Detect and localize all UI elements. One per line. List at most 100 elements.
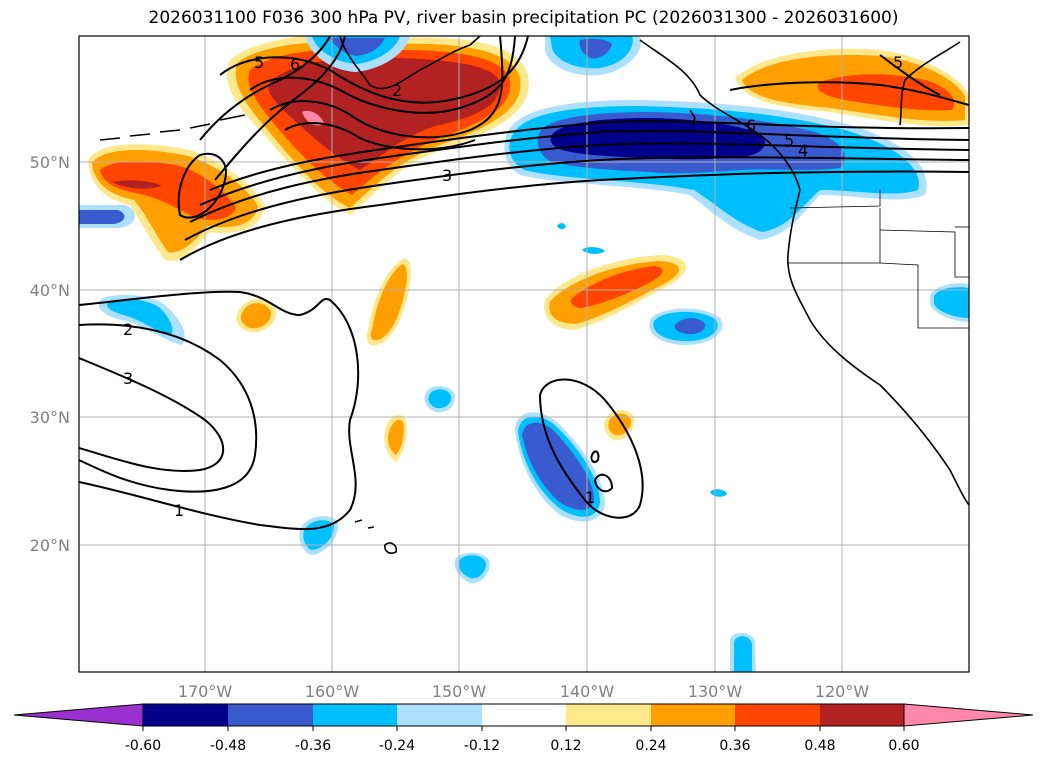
lon-label-150w: 150°W [432, 682, 487, 701]
pv-contour-jet-5 [209, 120, 969, 191]
colorbar-bin-3 [313, 704, 397, 726]
colorbar-tick-2: -0.48 [210, 738, 246, 754]
pv-contour-central-loop [538, 378, 644, 519]
pv-contour-west-3 [79, 357, 225, 472]
contour-label-5-ne: 5 [784, 131, 794, 150]
pv-contour-ridge-3 [269, 36, 504, 139]
colorbar-tick-marks [142, 726, 905, 731]
positive-blob-155w-inner [370, 264, 407, 341]
contour-label-6-ne: 6 [746, 116, 756, 135]
colorbar-tick-4: -0.24 [379, 738, 415, 754]
negative-blob-130w-south-inner [734, 636, 752, 672]
colorbar-bin-6 [566, 704, 651, 726]
pv-contour-central-inner [590, 450, 614, 493]
positive-region-nw-darkred [268, 57, 500, 170]
state-borders [788, 190, 969, 329]
lat-label-50n: 50°N [30, 153, 70, 172]
colorbar-lower-extension [13, 703, 144, 727]
contour-label-2-w: 2 [123, 320, 133, 339]
pv-contour-jet-2 [184, 156, 969, 241]
hawaii-island-1 [384, 542, 398, 554]
lat-label-20n: 20°N [30, 536, 70, 555]
colorbar-tick-10: 0.60 [888, 738, 919, 754]
pv-contour-ne-arc [729, 81, 969, 106]
positive-blob-170w-inner [240, 303, 272, 329]
coastlines [99, 36, 969, 554]
map-title: 2026031100 F036 300 hPa PV, river basin … [148, 8, 899, 28]
contour-label-1-sw: 1 [174, 501, 184, 520]
pv-contour-jet-1 [179, 170, 969, 261]
hawaii-island-2 [354, 519, 375, 529]
lon-label-170w: 170°W [178, 682, 233, 701]
pv-contour-jet-3 [189, 142, 969, 223]
colorbar-bin-2 [228, 704, 313, 726]
map-border [78, 35, 970, 673]
negative-blob-tiny-2 [582, 247, 605, 254]
pv-contour-labels: 5 6 2 3 6 5 4 5 2 3 1 1 [123, 53, 903, 520]
pv-contour-nw-arc-2 [214, 36, 346, 181]
colorbar-tick-8: 0.36 [719, 738, 750, 754]
positive-region-west-darkred [112, 180, 162, 189]
negative-blob-east-edge-inner [934, 287, 969, 318]
positive-region-nw-pink [302, 110, 324, 126]
negative-blob-175w-inner [107, 299, 173, 336]
us-west-coast [787, 189, 969, 506]
negative-region-top-blue [579, 38, 612, 59]
pv-contour-ne-arc-2 [879, 54, 941, 96]
gridlines [79, 36, 969, 672]
negative-blob-150w-south-inner [458, 555, 486, 579]
colorbar-bin-5 [482, 704, 566, 726]
pv-contour-west-1 [79, 290, 360, 531]
colorbar-frame [142, 703, 905, 727]
lon-label-130w: 130°W [688, 682, 743, 701]
bc-coast [639, 39, 801, 191]
colorbar-bin-4 [397, 704, 482, 726]
contour-label-2-n: 2 [392, 81, 402, 100]
contour-label-5-far-ne: 5 [893, 53, 903, 72]
positive-anomaly-shading [88, 36, 969, 462]
colorbar-tick-5: -0.12 [464, 738, 500, 754]
contour-label-1-c: 1 [585, 488, 595, 507]
positive-blob-157w-inner [387, 419, 404, 455]
negative-region-ne-navy [550, 118, 766, 160]
colorbar-tick-3: -0.36 [295, 738, 331, 754]
pv-contour-nw-arc [199, 36, 331, 141]
pv-contour-ridge-4 [284, 122, 476, 151]
colorbar-tick-7: 0.24 [635, 738, 666, 754]
map-panel: 5 6 2 3 6 5 4 5 2 3 1 1 [79, 36, 969, 672]
positive-region-west-red [100, 161, 236, 220]
positive-region-central-red [570, 266, 663, 308]
lat-label-40n: 40°N [30, 281, 70, 300]
lon-label-120w: 120°W [815, 682, 870, 701]
colorbar-tick-9: 0.48 [804, 738, 835, 754]
colorbar-bin-1 [143, 704, 228, 726]
contour-label-4-ne: 4 [798, 141, 808, 160]
latitude-labels: 50°N 40°N 30°N 20°N [30, 153, 70, 555]
negative-blob-150w-inner [428, 389, 452, 409]
colorbar-bin-7 [651, 704, 735, 726]
pv-contour-jet-4 [199, 130, 969, 206]
colorbar-bin-8 [735, 704, 820, 726]
colorbar-tick-6: 0.12 [550, 738, 581, 754]
contour-label-5-nw: 5 [254, 53, 264, 72]
aleutian-islands [99, 114, 246, 141]
negative-blob-hawaii-inner [303, 520, 335, 550]
lat-label-30n: 30°N [30, 408, 70, 427]
colorbar-upper-extension [903, 703, 1034, 727]
colorbar-bin-9 [820, 704, 904, 726]
canada-border [899, 41, 961, 126]
negative-blob-tiny-1 [710, 489, 727, 497]
haida-gwaii [689, 109, 696, 127]
colorbar: -0.60 -0.48 -0.36 -0.24 -0.12 0.12 0.24 … [13, 703, 1034, 754]
lon-label-160w: 160°W [305, 682, 360, 701]
contour-label-3-w: 3 [123, 369, 133, 388]
lon-label-140w: 140°W [560, 682, 615, 701]
alaska-coast [339, 36, 481, 90]
pv-contour-nw-loop [177, 152, 227, 219]
negative-blob-133w-blue [674, 318, 706, 335]
contour-label-6-nw: 6 [290, 55, 300, 74]
pv-contours [79, 36, 969, 531]
colorbar-tick-1: -0.60 [125, 738, 161, 754]
negative-blob-tiny-3 [557, 223, 566, 230]
